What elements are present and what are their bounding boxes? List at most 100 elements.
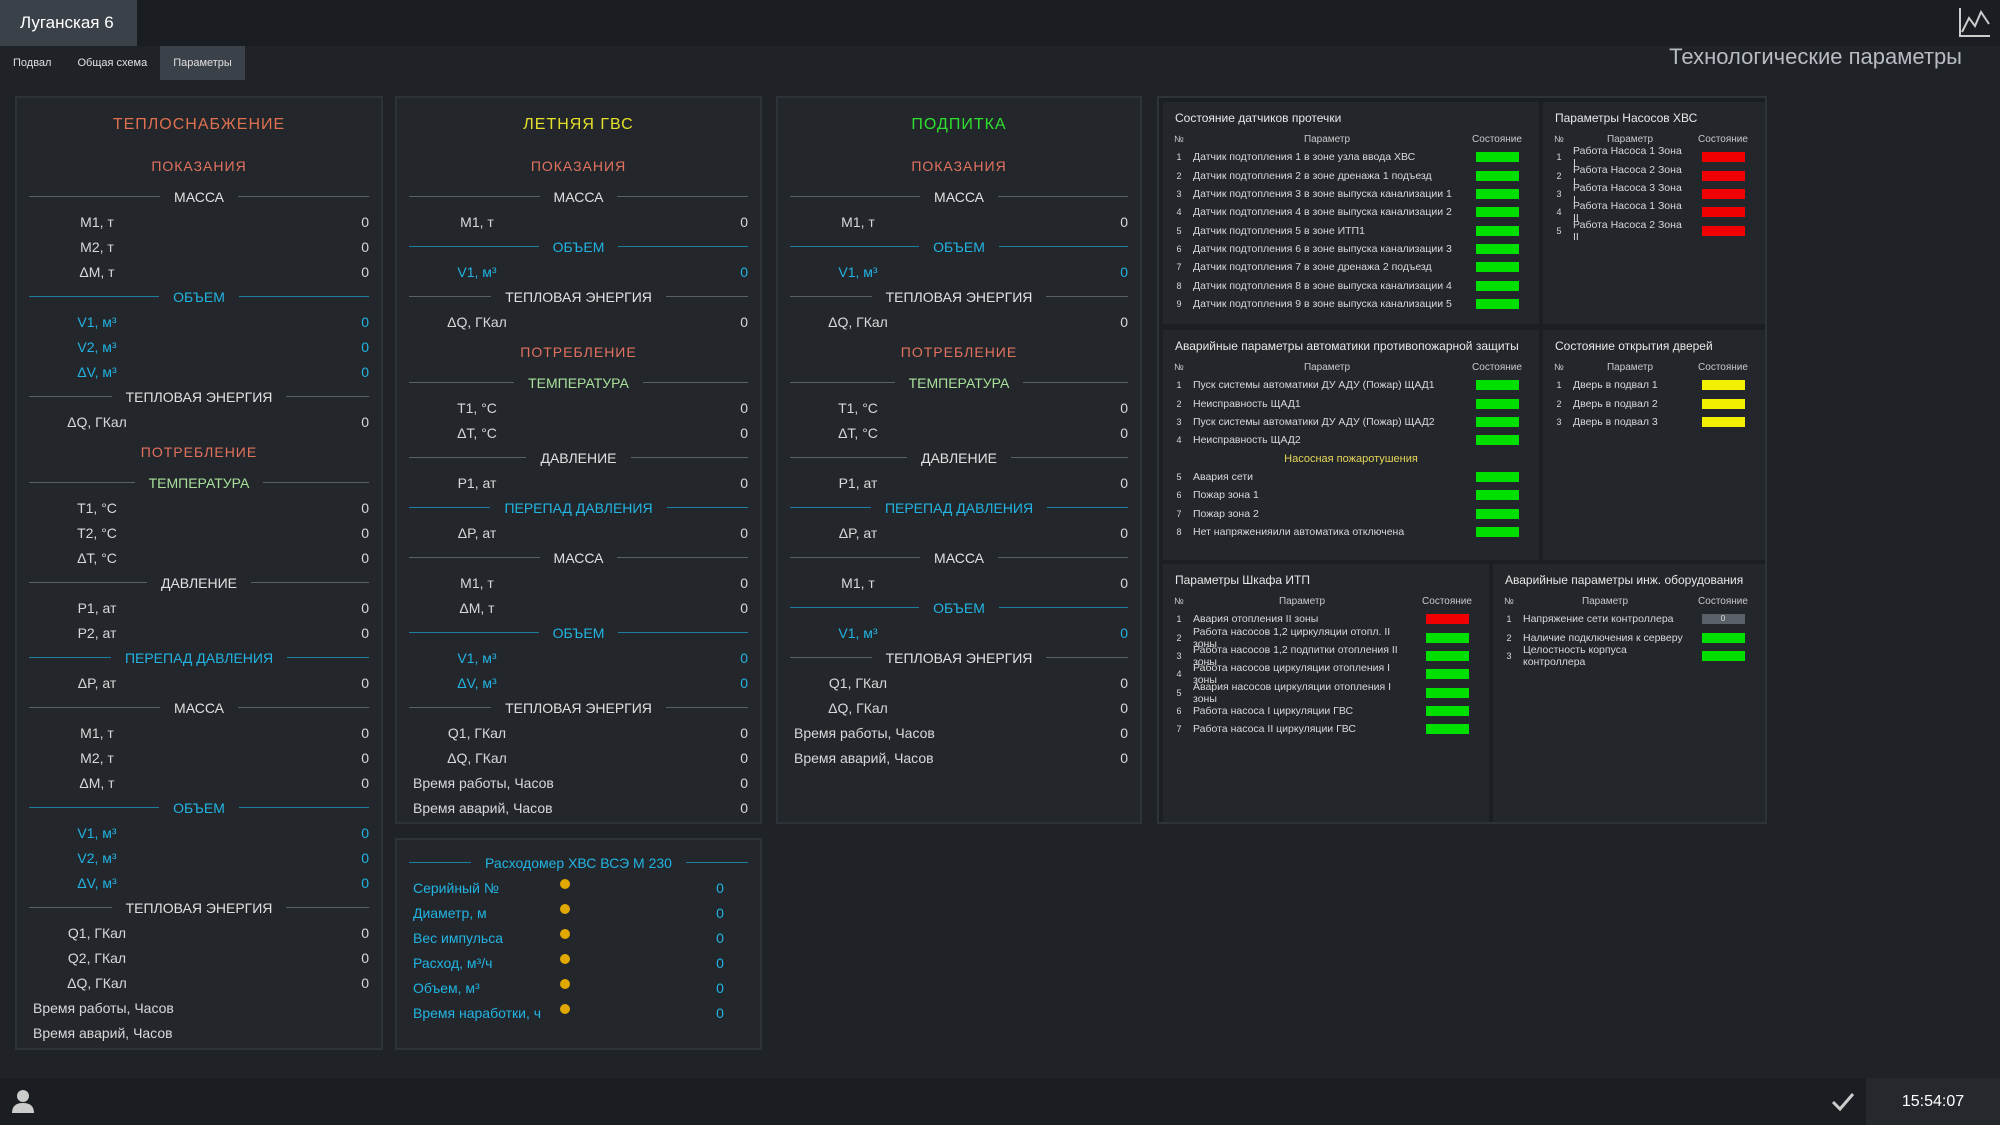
group-divider: МАССА — [409, 184, 748, 209]
table-row: 3 Работа насосов 1,2 подпитки отопления I… — [1169, 644, 1483, 668]
status-table: Параметры Шкафа ИТП № Параметр Состояние 1 Ав… — [1163, 564, 1489, 822]
row-number: 5 — [1176, 225, 1182, 236]
parameter-value: 0 — [361, 874, 369, 891]
row-number: 2 — [1176, 398, 1182, 409]
table-row: 5 Работа Насоса 2 Зона II — [1549, 219, 1759, 243]
parameter-value: 0 — [740, 674, 748, 691]
info-icon[interactable] — [560, 978, 570, 989]
row-number: 6 — [1176, 490, 1182, 501]
table-row: 6 Работа насоса I циркуляции ГВС — [1169, 702, 1483, 720]
state-cell — [1461, 471, 1533, 482]
parameter-row: ΔQ, ГКал 0 — [409, 745, 748, 770]
parameter-label: M1, т — [460, 213, 494, 230]
tab-bar: Подвал Общая схема Параметры — [0, 46, 245, 80]
counter-row: Время аварий, Часов — [29, 1020, 369, 1045]
state-cell — [1687, 152, 1759, 163]
row-label: Авария отопления II зоны — [1193, 613, 1319, 626]
user-icon[interactable] — [10, 1088, 36, 1114]
row-label: Датчик подтопления 1 в зоне узла ввода Х… — [1193, 151, 1416, 164]
state-indicator — [1701, 189, 1745, 200]
row-label: Дверь в подвал 2 — [1573, 397, 1658, 410]
table-header: № Параметр Состояние — [1169, 130, 1533, 148]
parameter-value: 0 — [1120, 524, 1128, 541]
parameter-value: 0 — [1120, 699, 1128, 716]
parameter-panel: ПОДПИТКА ПОКАЗАНИЯ МАССА M1, т 0 ОБЪЕМ V1, м³ 0… — [776, 96, 1142, 824]
state-indicator — [1475, 189, 1519, 200]
counter-row: Время аварий, Часов 0 — [790, 745, 1128, 770]
table-row: 4 Работа насосов циркуляции отопления I з… — [1169, 662, 1483, 687]
table-row: 2 Наличие подключения к серверу — [1499, 629, 1759, 647]
page-title: Технологические параметры — [1669, 44, 1962, 69]
parameter-label: M2, т — [80, 238, 114, 255]
parameter-row: ΔQ, ГКал 0 — [29, 970, 369, 995]
parameter-value: 0 — [740, 263, 748, 280]
group-divider: МАССА — [790, 545, 1128, 570]
parameter-label: T1, °C — [838, 399, 878, 416]
row-label: Датчик подтопления 8 в зоне выпуска кана… — [1193, 279, 1452, 292]
parameter-row: T1, °C 0 — [790, 395, 1128, 420]
row-label: Пуск системы автоматики ДУ АДУ (Пожар) Щ… — [1193, 416, 1435, 429]
tab[interactable]: Подвал — [13, 57, 52, 69]
row-number: 6 — [1176, 243, 1182, 254]
state-cell — [1461, 243, 1533, 254]
parameter-label: M1, т — [841, 213, 875, 230]
row-number: 3 — [1506, 651, 1512, 662]
table-row: 6 Датчик подтопления 6 в зоне выпуска кан… — [1169, 240, 1533, 258]
table-row: 2 Датчик подтопления 2 в зоне дренажа 1 п… — [1169, 167, 1533, 185]
parameter-row: ΔQ, ГКал 0 — [790, 695, 1128, 720]
object-title: Луганская 6 — [0, 0, 137, 46]
parameter-label: ΔV, м³ — [77, 874, 117, 891]
info-icon[interactable] — [560, 1003, 570, 1014]
row-label: Работа насосов циркуляции отопления I зо… — [1193, 662, 1391, 687]
state-cell — [1687, 207, 1759, 218]
tab[interactable]: Общая схема — [77, 57, 148, 69]
info-icon[interactable] — [560, 928, 570, 939]
group-divider: ОБЪЕМ — [790, 595, 1128, 620]
parameter-value: 0 — [1120, 399, 1128, 416]
info-icon[interactable] — [560, 878, 570, 889]
parameter-label: Время аварий, Часов — [794, 749, 934, 766]
status-table: Состояние открытия дверей № Параметр Состоя… — [1543, 330, 1765, 560]
flowmeter-row: Время наработки, ч 0 — [409, 1000, 748, 1025]
parameter-value: 0 — [740, 399, 748, 416]
status-table: Аварийные параметры инж. оборудования № Па… — [1493, 564, 1765, 822]
state-indicator — [1475, 170, 1519, 181]
column-header: Состояние — [1422, 595, 1472, 607]
parameter-label: M1, т — [460, 574, 494, 591]
parameter-label: ΔT, °C — [457, 424, 497, 441]
parameter-panel: ТЕПЛОСНАБЖЕНИЕ ПОКАЗАНИЯ МАССА M1, т 0 M2, т 0… — [15, 96, 383, 1050]
column-header: Параметр — [1606, 133, 1654, 145]
column-header: № — [1554, 362, 1564, 373]
parameter-value: 0 — [716, 954, 724, 971]
state-indicator — [1701, 398, 1745, 409]
group-divider: ТЕМПЕРАТУРА — [790, 370, 1128, 395]
parameter-row: ΔQ, ГКал 0 — [790, 309, 1128, 334]
chart-icon[interactable] — [1956, 4, 1992, 40]
group-divider: ОБЪЕМ — [409, 620, 748, 645]
acknowledge-icon[interactable] — [1830, 1090, 1856, 1114]
parameter-row: ΔM, т 0 — [409, 595, 748, 620]
row-label: Датчик подтопления 7 в зоне дренажа 2 по… — [1193, 261, 1432, 274]
parameter-label: ΔT, °C — [838, 424, 878, 441]
parameter-value: 0 — [1120, 749, 1128, 766]
table-row: 7 Пожар зона 2 — [1169, 504, 1533, 522]
column-header: Состояние — [1698, 595, 1748, 607]
parameter-label: ΔQ, ГКал — [67, 413, 127, 430]
parameter-value: 0 — [716, 979, 724, 996]
group-divider: МАССА — [29, 695, 369, 720]
parameter-value: 0 — [361, 774, 369, 791]
table-row: 8 Датчик подтопления 8 в зоне выпуска кан… — [1169, 276, 1533, 294]
state-cell — [1461, 398, 1533, 409]
table-row: 2 Дверь в подвал 2 — [1549, 395, 1759, 413]
row-label: Датчик подтопления 9 в зоне выпуска кана… — [1193, 297, 1452, 310]
row-number: 8 — [1176, 526, 1182, 537]
info-icon[interactable] — [560, 903, 570, 914]
row-number: 2 — [1176, 170, 1182, 181]
info-icon[interactable] — [560, 953, 570, 964]
parameter-label: Время работы, Часов — [33, 999, 174, 1016]
parameter-row: ΔT, °C 0 — [29, 545, 369, 570]
counter-row: Время аварий, Часов 0 — [409, 795, 748, 820]
tab[interactable]: Параметры — [160, 46, 245, 80]
parameter-value: 0 — [361, 824, 369, 841]
row-number: 8 — [1176, 280, 1182, 291]
